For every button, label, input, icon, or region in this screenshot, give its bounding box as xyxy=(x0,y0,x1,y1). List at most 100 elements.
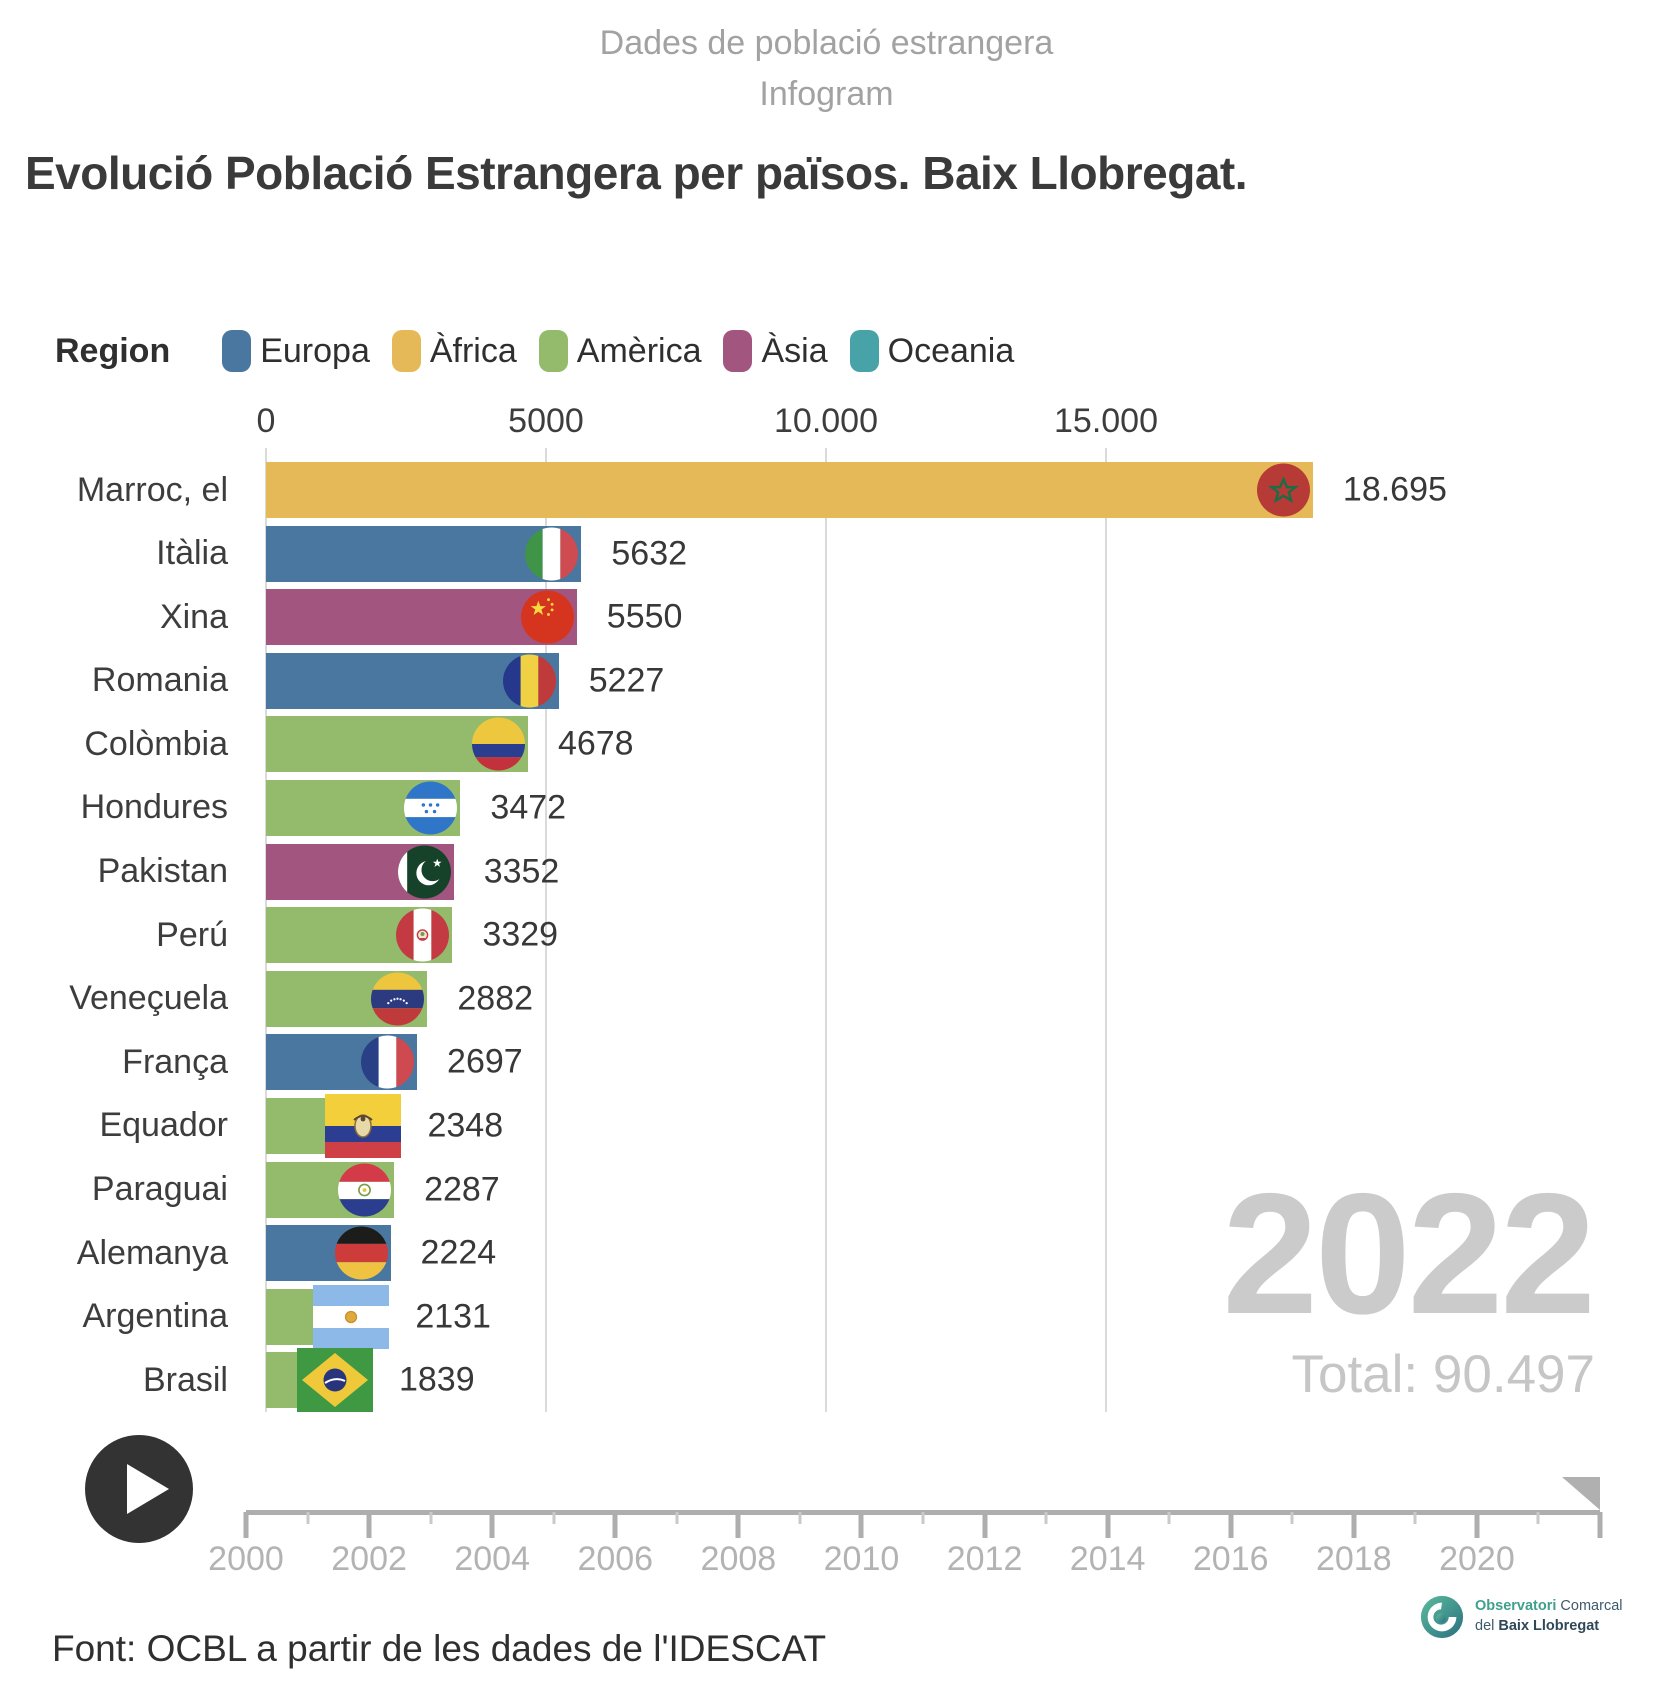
timeline-tick xyxy=(306,1512,310,1524)
china-flag xyxy=(520,590,574,644)
country-value: 2697 xyxy=(447,1042,523,1081)
country-label: Brasil xyxy=(142,1360,228,1399)
legend-item-africa[interactable]: Àfrica xyxy=(391,330,517,372)
region-legend: Region Europa Àfrica Amèrica Àsia Oceania xyxy=(55,330,1036,372)
bar-chart: Marroc, el 18.695 Itàlia 5632 Xina 5550 Romani… xyxy=(0,462,1653,1416)
morocco-flag xyxy=(1256,463,1310,517)
country-label: Paraguai xyxy=(91,1170,228,1209)
country-label: Itàlia xyxy=(156,534,228,573)
bar-track: 18.695 xyxy=(247,462,1653,518)
legend-item-europa[interactable]: Europa xyxy=(222,330,370,372)
peru-flag xyxy=(396,908,450,962)
country-bar[interactable] xyxy=(266,1034,418,1091)
country-label: Marroc, el xyxy=(76,470,228,509)
country-label: França xyxy=(122,1042,228,1081)
country-value: 2287 xyxy=(424,1170,500,1209)
timeline-tick xyxy=(1044,1512,1048,1524)
country-label: Hondures xyxy=(80,788,228,827)
legend-label: Oceania xyxy=(887,331,1015,370)
legend-item-oceania[interactable]: Oceania xyxy=(849,330,1015,372)
bar-row: Colòmbia 4678 xyxy=(0,716,1653,773)
country-bar[interactable] xyxy=(266,525,582,582)
bar-row: Veneçuela 2882 xyxy=(0,970,1653,1027)
country-value: 3472 xyxy=(490,788,567,827)
country-value: 2224 xyxy=(420,1233,497,1272)
timeline-tick xyxy=(735,1512,741,1538)
bar-row: Romania 5227 xyxy=(0,652,1653,709)
timeline-tick xyxy=(366,1512,372,1538)
paraguay-flag xyxy=(338,1163,392,1217)
widget-header: Dades de població estrangera Infogram xyxy=(0,18,1653,120)
timeline-year-label: 2002 xyxy=(331,1540,407,1578)
country-bar[interactable] xyxy=(266,1225,391,1282)
timeline-tick xyxy=(798,1512,802,1524)
italy-flag xyxy=(525,527,579,581)
romania-flag xyxy=(502,654,556,708)
country-value: 2348 xyxy=(427,1106,504,1145)
argentina-flag xyxy=(313,1284,390,1349)
timeline-year-label: 2012 xyxy=(946,1540,1023,1578)
infogram-link[interactable]: Infogram xyxy=(759,75,894,113)
bar-row: Xina 5550 xyxy=(0,589,1653,646)
timeline-tick xyxy=(1413,1512,1417,1524)
bar-row: Alemanya 2224 xyxy=(0,1225,1653,1282)
bar-track: 4678 xyxy=(247,716,1653,773)
x-axis-tick-label: 15.000 xyxy=(1054,402,1158,440)
country-value: 4678 xyxy=(557,724,634,763)
legend-label: Europa xyxy=(260,331,370,370)
country-label: Romania xyxy=(91,661,228,700)
country-bar[interactable] xyxy=(266,970,428,1027)
timeline-tick xyxy=(1290,1512,1294,1524)
ocbl-logo[interactable]: Observatori Comarcal del Baix Llobregat xyxy=(1419,1594,1622,1640)
country-label: Xina xyxy=(159,597,228,636)
legend-swatch-asia xyxy=(723,330,753,372)
pakistan-flag xyxy=(397,845,451,899)
country-value: 1839 xyxy=(398,1360,475,1399)
country-label: Veneçuela xyxy=(69,979,228,1018)
bar-row: Equador 2348 xyxy=(0,1093,1653,1158)
country-bar[interactable] xyxy=(266,1348,373,1413)
honduras-flag xyxy=(404,781,458,835)
widget-subtitle: Dades de població estrangera xyxy=(599,24,1054,62)
play-button[interactable] xyxy=(85,1435,193,1543)
timeline-year-label: 2018 xyxy=(1315,1540,1392,1578)
country-bar[interactable] xyxy=(266,907,453,964)
legend-item-asia[interactable]: Àsia xyxy=(723,330,828,372)
bar-row: Perú 3329 xyxy=(0,907,1653,964)
ocbl-logo-icon xyxy=(1419,1594,1465,1640)
timeline-handle[interactable] xyxy=(1562,1477,1600,1511)
country-value: 18.695 xyxy=(1342,470,1447,509)
timeline-tick xyxy=(612,1512,618,1538)
country-value: 2131 xyxy=(415,1297,491,1336)
colombia-flag xyxy=(471,717,525,771)
country-value: 3352 xyxy=(483,852,560,891)
country-bar[interactable] xyxy=(266,716,528,773)
country-bar[interactable] xyxy=(266,652,559,709)
bar-row: Hondures 3472 xyxy=(0,779,1653,836)
legend-label: Àfrica xyxy=(429,331,517,370)
country-bar[interactable] xyxy=(266,589,577,646)
country-bar[interactable] xyxy=(266,1284,390,1349)
timeline-tick xyxy=(1597,1512,1603,1538)
country-value: 5632 xyxy=(611,534,688,573)
bar-track: 1839 xyxy=(247,1348,1653,1413)
country-label: Pakistan xyxy=(97,852,228,891)
bar-row: Brasil 1839 xyxy=(0,1348,1653,1413)
bar-row: Argentina 2131 xyxy=(0,1284,1653,1349)
germany-flag xyxy=(334,1226,388,1280)
timeline-year-label: 2020 xyxy=(1439,1540,1515,1578)
legend-swatch-europa xyxy=(222,330,252,372)
country-bar[interactable] xyxy=(266,779,461,836)
country-bar[interactable] xyxy=(266,1093,402,1158)
country-bar[interactable] xyxy=(266,843,454,900)
bar-track: 2287 xyxy=(247,1161,1653,1218)
timeline-tick xyxy=(1167,1512,1171,1524)
country-bar[interactable] xyxy=(266,462,1313,518)
legend-swatch-oceania xyxy=(849,330,879,372)
ecuador-flag xyxy=(325,1093,402,1158)
legend-item-america[interactable]: Amèrica xyxy=(538,330,701,372)
timeline-year-label: 2004 xyxy=(454,1540,530,1578)
timeline-tick xyxy=(982,1512,988,1538)
country-label: Alemanya xyxy=(76,1233,228,1272)
country-bar[interactable] xyxy=(266,1161,395,1218)
